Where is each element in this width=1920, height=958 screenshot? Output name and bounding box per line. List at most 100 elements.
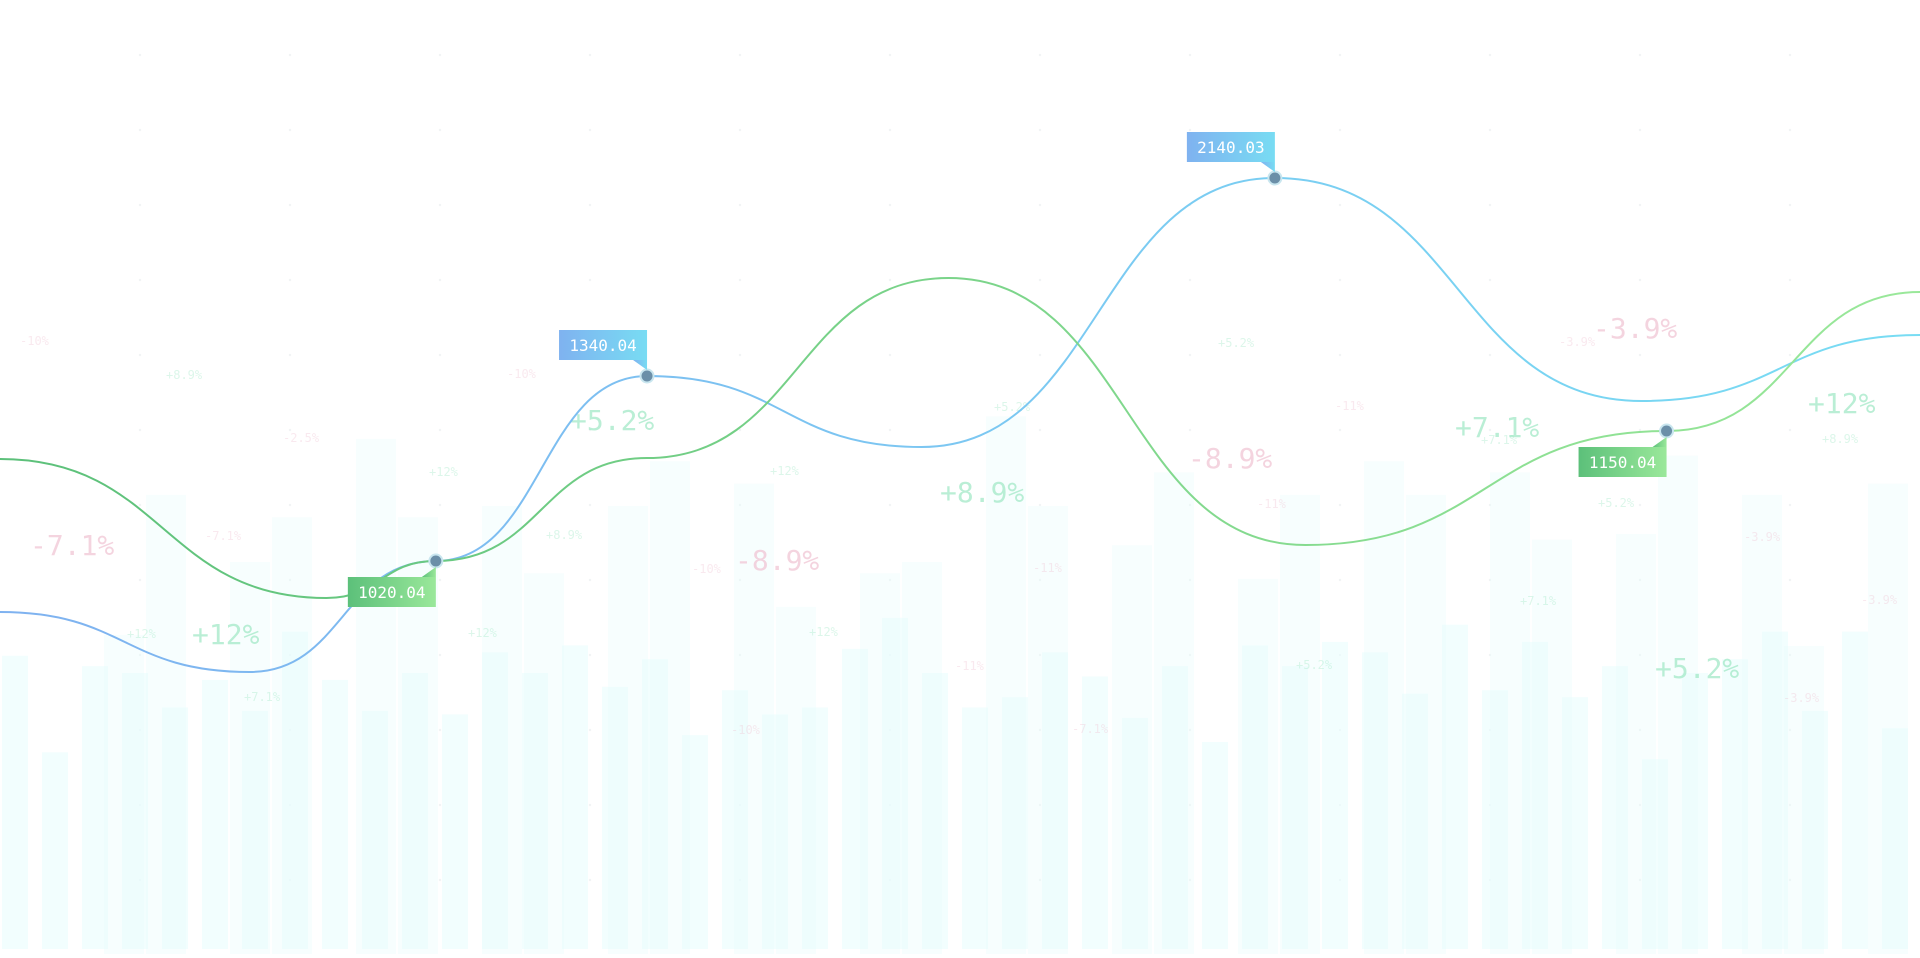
grid-dot [1188, 728, 1192, 732]
grid-dot [888, 278, 892, 282]
faint-percent-label: -11% [1335, 399, 1365, 413]
callout-tail [1652, 437, 1667, 447]
grid-dot [438, 503, 442, 507]
grid-dot [1638, 878, 1642, 882]
grid-dot [288, 53, 292, 57]
background-bar-tall [1784, 646, 1824, 954]
grid-dot [588, 578, 592, 582]
background-bar [1362, 652, 1388, 949]
grid-dot [1038, 653, 1042, 657]
faint-percent-label: -7.1% [205, 529, 242, 543]
background-bar [1242, 645, 1268, 949]
background-bar [1522, 641, 1548, 949]
background-bar [1682, 673, 1708, 949]
grid-dot [738, 53, 742, 57]
background-bar [1882, 728, 1908, 949]
grid-dot [138, 578, 142, 582]
background-bar [1722, 659, 1748, 949]
faint-percent-label: +8.9% [546, 528, 583, 542]
background-bar-tall [104, 634, 144, 954]
grid-dot [1488, 53, 1492, 57]
grid-dot [138, 353, 142, 357]
grid-dot [1788, 878, 1792, 882]
grid-dot [1638, 203, 1642, 207]
grid-dot [588, 728, 592, 732]
faint-percent-label: +12% [429, 465, 459, 479]
grid-dot [1788, 53, 1792, 57]
percent-label: +12% [192, 618, 260, 651]
callout-box [1578, 447, 1667, 477]
grid-dot [1038, 353, 1042, 357]
grid-dot [288, 353, 292, 357]
grid-dot [1788, 128, 1792, 132]
background-bar [82, 666, 108, 949]
background-bar-tall [986, 416, 1026, 954]
percent-labels: -7.1% +12% +5.2% -8.9% +8.9% -8.9% +7.1% -3.9% +… [30, 312, 1876, 685]
grid-dot [288, 278, 292, 282]
background-bar-tall [1364, 461, 1404, 954]
grid-dot [438, 203, 442, 207]
data-point-marker [1267, 170, 1283, 186]
background-bar [322, 679, 348, 949]
background-bar [682, 735, 708, 949]
grid-dot [1638, 53, 1642, 57]
faint-percent-label: +7.1% [244, 690, 281, 704]
grid-dot [1188, 503, 1192, 507]
grid-dot [1788, 353, 1792, 357]
background-bar-tall [1280, 494, 1320, 954]
percent-label: +7.1% [1455, 411, 1539, 444]
data-point-marker [428, 553, 444, 569]
background-bar [282, 631, 308, 949]
grid-dot [288, 578, 292, 582]
background-bar [1442, 624, 1468, 949]
grid-dot [588, 503, 592, 507]
background-bar [1042, 652, 1068, 949]
callout-value-label: 2140.03 [1197, 138, 1264, 157]
percent-label: +12% [1808, 387, 1876, 420]
faint-percent-label: -7.1% [1072, 722, 1109, 736]
faint-percent-label: -10% [692, 562, 722, 576]
grid-dot [1038, 878, 1042, 882]
callout-tail [421, 567, 436, 577]
background-bar-tall [608, 506, 648, 954]
background-bar-tall [650, 461, 690, 954]
background-bar [962, 707, 988, 949]
faint-percent-label: -11% [955, 659, 985, 673]
data-point-marker [639, 368, 655, 384]
background-bar [1082, 676, 1108, 949]
percent-label: -7.1% [30, 529, 114, 562]
grid-dot [1188, 278, 1192, 282]
faint-percent-label: -3.9% [1861, 593, 1898, 607]
background-bar [122, 673, 148, 949]
faint-percent-label: +12% [770, 464, 800, 478]
grid-dot [1488, 128, 1492, 132]
grid-dot [888, 578, 892, 582]
background-bar [922, 673, 948, 949]
background-bar-tall [1028, 506, 1068, 954]
background-bar [242, 710, 268, 949]
series-blue-line [0, 176, 1920, 674]
grid-dot [1788, 728, 1792, 732]
percent-label: -8.9% [735, 544, 819, 577]
background-bar [42, 752, 68, 949]
background-bar [482, 652, 508, 949]
grid-dot [288, 428, 292, 432]
grid-dot [1638, 428, 1642, 432]
grid-dot [1638, 803, 1642, 807]
faint-percent-label: +8.9% [1822, 432, 1859, 446]
grid-dot [1788, 803, 1792, 807]
grid-dot [1038, 578, 1042, 582]
grid-dot [1788, 203, 1792, 207]
grid-dot [1338, 53, 1342, 57]
faint-percent-label: -3.9% [1744, 530, 1781, 544]
background-bar [1842, 631, 1868, 949]
background-bar [1802, 710, 1828, 949]
grid-dot [1488, 203, 1492, 207]
grid-dot [1488, 353, 1492, 357]
grid-dot [1038, 203, 1042, 207]
background-bar [642, 659, 668, 949]
grid-dot [1488, 578, 1492, 582]
grid-dot [1788, 653, 1792, 657]
grid-dot [138, 53, 142, 57]
background-bar-tall [146, 494, 186, 954]
